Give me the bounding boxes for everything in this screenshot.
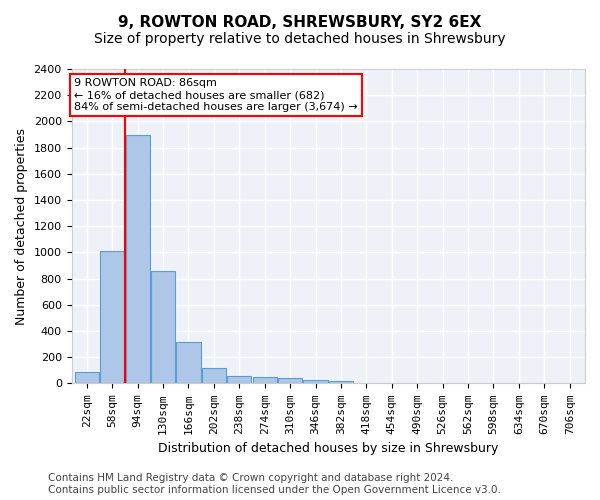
- Bar: [227, 376, 251, 384]
- Bar: [202, 368, 226, 384]
- Text: Contains HM Land Registry data © Crown copyright and database right 2024.
Contai: Contains HM Land Registry data © Crown c…: [48, 474, 501, 495]
- Text: 9 ROWTON ROAD: 86sqm
← 16% of detached houses are smaller (682)
84% of semi-deta: 9 ROWTON ROAD: 86sqm ← 16% of detached h…: [74, 78, 358, 112]
- Bar: [100, 251, 124, 384]
- Bar: [253, 377, 277, 384]
- Bar: [75, 372, 99, 384]
- Bar: [125, 134, 149, 384]
- X-axis label: Distribution of detached houses by size in Shrewsbury: Distribution of detached houses by size …: [158, 442, 499, 455]
- Bar: [176, 342, 200, 384]
- Bar: [151, 271, 175, 384]
- Text: 9, ROWTON ROAD, SHREWSBURY, SY2 6EX: 9, ROWTON ROAD, SHREWSBURY, SY2 6EX: [118, 15, 482, 30]
- Bar: [278, 378, 302, 384]
- Bar: [329, 381, 353, 384]
- Y-axis label: Number of detached properties: Number of detached properties: [15, 128, 28, 324]
- Bar: [304, 380, 328, 384]
- Text: Size of property relative to detached houses in Shrewsbury: Size of property relative to detached ho…: [94, 32, 506, 46]
